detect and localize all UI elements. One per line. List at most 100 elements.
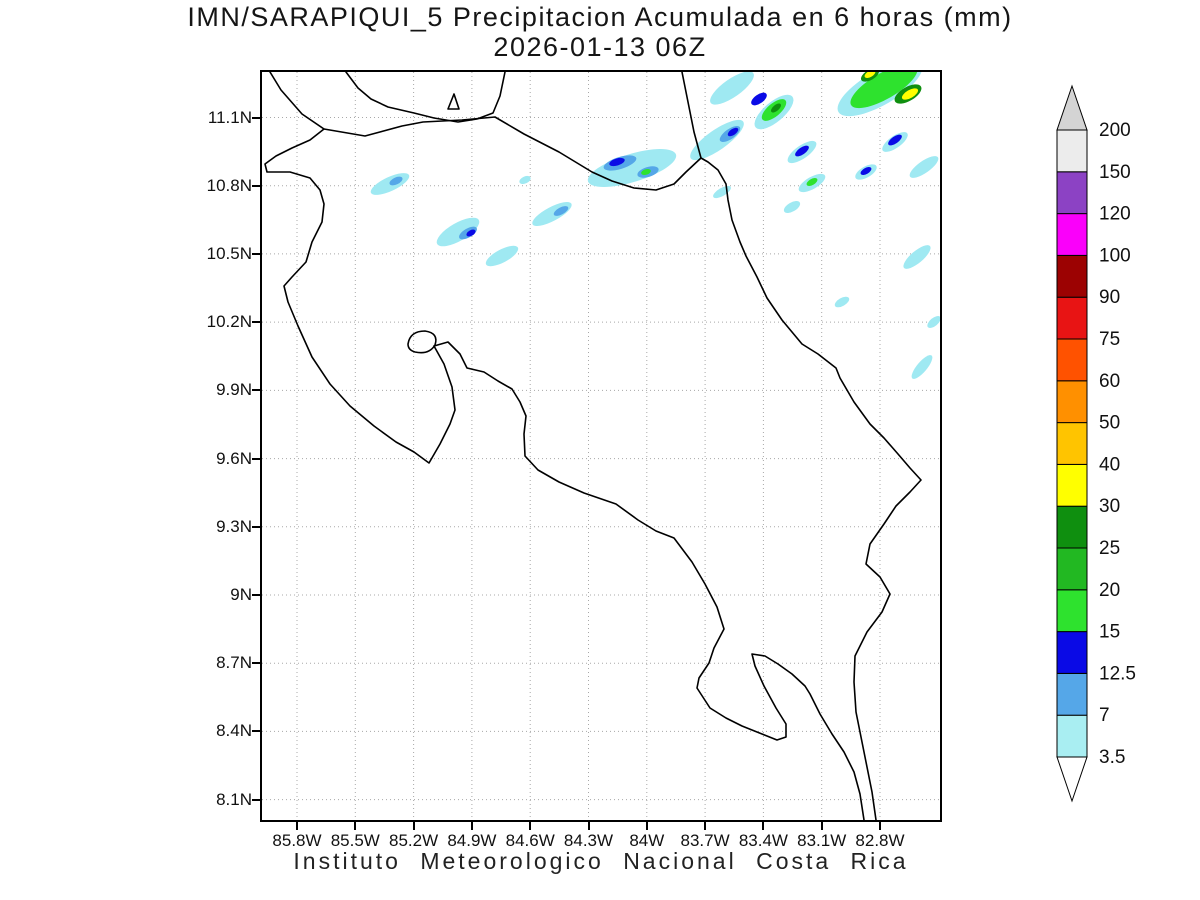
- lat-tick-mark: [252, 252, 260, 255]
- lon-tick-label: 83.7W: [680, 831, 730, 850]
- colorbar-level-label: 60: [1099, 371, 1120, 392]
- precip-blob: [850, 72, 918, 109]
- coastline-path: [447, 93, 460, 110]
- lat-tick-mark: [252, 321, 260, 324]
- map-canvas: [262, 72, 940, 820]
- colorbar-segment: [1056, 171, 1088, 215]
- lon-tick-mark: [354, 822, 357, 830]
- colorbar-segment: [1056, 505, 1088, 549]
- lon-tick-label: 83.1W: [797, 831, 847, 850]
- colorbar-segment: [1056, 338, 1088, 382]
- colorbar-segment: [1056, 714, 1088, 758]
- colorbar-segment: [1056, 589, 1088, 633]
- precip-blob: [466, 229, 476, 237]
- lat-tick-mark: [252, 457, 260, 460]
- colorbar-segment: [1056, 129, 1088, 173]
- coastline-path: [264, 128, 865, 820]
- precip-blob: [834, 296, 850, 308]
- colorbar-level-label: 120: [1099, 204, 1131, 225]
- colorbar-level-label: 150: [1099, 162, 1131, 183]
- precip-blob: [389, 176, 403, 186]
- lat-tick-label: 10.2N: [206, 312, 252, 332]
- lat-tick-label: 8.7N: [216, 653, 252, 673]
- lat-tick-mark: [252, 525, 260, 528]
- precip-blob: [553, 206, 569, 216]
- colorbar-level-label: 50: [1099, 413, 1120, 434]
- lon-tick-label: 84W: [629, 831, 665, 850]
- colorbar-level-label: 20: [1099, 580, 1120, 601]
- lat-tick-mark: [252, 116, 260, 119]
- lon-tick-label: 83.4W: [738, 831, 788, 850]
- lon-tick-mark: [529, 822, 532, 830]
- lon-tick-mark: [587, 822, 590, 830]
- lon-tick-mark: [470, 822, 473, 830]
- precip-blob: [641, 168, 651, 176]
- colorbar-level-label: 200: [1099, 120, 1131, 141]
- precip-blob: [771, 103, 781, 113]
- lat-tick-mark: [252, 594, 260, 596]
- lon-tick-label: 84.6W: [505, 831, 555, 850]
- lat-tick-mark: [252, 389, 260, 392]
- lat-tick-label: 8.4N: [216, 721, 252, 741]
- colorbar-level-label: 40: [1099, 454, 1120, 475]
- figure-title: IMN/SARAPIQUI_5 Precipitacion Acumulada …: [0, 2, 1200, 62]
- precip-blob: [587, 149, 677, 187]
- lat-tick-label: 9.6N: [216, 448, 252, 468]
- colorbar-segment: [1056, 463, 1088, 507]
- title-line2: 2026-01-13 06Z: [493, 32, 707, 62]
- lon-tick-mark: [879, 822, 881, 830]
- lon-tick-mark: [704, 822, 707, 830]
- precip-blob: [901, 88, 919, 100]
- colorbar-arrow-bottom: [1056, 756, 1088, 803]
- lat-tick-label: 11.1N: [207, 107, 252, 127]
- lat-tick-label: 8.1N: [216, 789, 252, 809]
- colorbar-level-label: 15: [1099, 622, 1120, 643]
- colorbar-segment: [1056, 254, 1088, 298]
- precip-blob: [710, 72, 754, 105]
- precip-blob: [911, 355, 933, 379]
- colorbar-level-label: 25: [1099, 538, 1120, 559]
- precip-blob: [860, 167, 872, 175]
- colorbar-level-label: 75: [1099, 329, 1120, 350]
- lon-tick-label: 84.3W: [563, 831, 614, 850]
- colorbar-segment: [1056, 672, 1088, 716]
- colorbar-level-label: 7: [1099, 705, 1110, 726]
- precip-blob: [485, 245, 519, 267]
- coastline-path: [700, 157, 922, 820]
- colorbar-level-label: 30: [1099, 496, 1120, 517]
- precip-blob: [519, 175, 531, 185]
- lat-tick-label: 9.3N: [216, 516, 252, 536]
- lon-tick-mark: [762, 822, 765, 830]
- lat-tick-mark: [252, 730, 260, 733]
- coastline-path: [269, 72, 702, 191]
- lon-tick-label: 85.2W: [389, 831, 439, 850]
- colorbar-arrow-top: [1056, 84, 1088, 131]
- precip-blob: [436, 217, 480, 247]
- precip-blob: [903, 245, 931, 269]
- colorbar-segment: [1056, 547, 1088, 591]
- colorbar-level-label: 90: [1099, 287, 1120, 308]
- lon-tick-label: 82.8W: [855, 831, 905, 850]
- lon-tick-mark: [412, 822, 415, 830]
- precip-blob: [690, 119, 744, 161]
- coastline-path: [345, 72, 506, 123]
- coastline-path: [407, 330, 437, 354]
- precip-blob: [806, 178, 818, 186]
- precip-blob: [795, 145, 809, 157]
- lon-tick-label: 84.9W: [447, 831, 497, 850]
- precip-blob: [927, 316, 940, 328]
- precip-blob: [909, 156, 939, 178]
- colorbar-segment: [1056, 631, 1088, 674]
- lon-tick-label: 85.5W: [330, 831, 380, 850]
- precip-blob: [864, 72, 876, 78]
- colorbar-level-label: 100: [1099, 245, 1131, 266]
- lat-tick-label: 9.9N: [216, 380, 252, 400]
- lon-tick-mark: [820, 822, 823, 830]
- lat-tick-label: 10.8N: [206, 175, 252, 195]
- lon-tick-label: 85.8W: [272, 831, 322, 850]
- colorbar-level-label: 3.5: [1099, 747, 1125, 768]
- colorbar-segment: [1056, 213, 1088, 256]
- precip-blob: [888, 134, 902, 146]
- lon-tick-mark: [296, 822, 298, 830]
- precip-blob: [751, 92, 767, 106]
